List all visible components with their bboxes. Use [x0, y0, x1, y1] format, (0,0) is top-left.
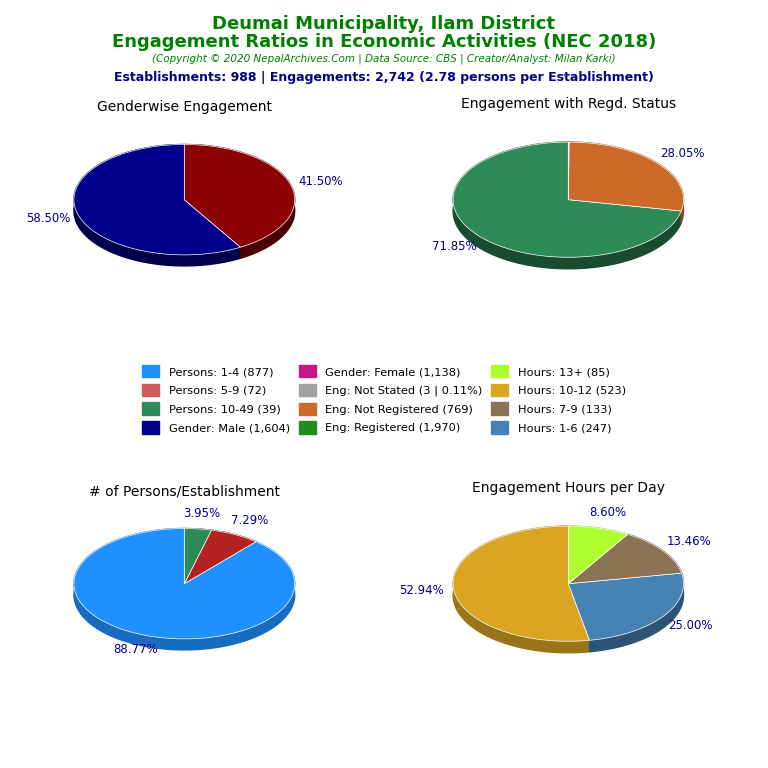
Polygon shape: [590, 573, 684, 652]
Polygon shape: [184, 528, 211, 584]
Polygon shape: [74, 144, 240, 255]
Legend: Persons: 1-4 (877), Persons: 5-9 (72), Persons: 10-49 (39), Gender: Male (1,604): Persons: 1-4 (877), Persons: 5-9 (72), P…: [142, 365, 626, 434]
Text: Engagement Ratios in Economic Activities (NEC 2018): Engagement Ratios in Economic Activities…: [112, 33, 656, 51]
Polygon shape: [74, 528, 295, 639]
Text: 8.60%: 8.60%: [589, 506, 626, 519]
Polygon shape: [74, 528, 295, 650]
Polygon shape: [74, 144, 240, 266]
Title: Engagement Hours per Day: Engagement Hours per Day: [472, 481, 665, 495]
Text: 41.50%: 41.50%: [298, 174, 343, 187]
Polygon shape: [568, 142, 684, 211]
Title: Engagement with Regd. Status: Engagement with Regd. Status: [461, 97, 676, 111]
Polygon shape: [184, 530, 256, 584]
Text: 28.05%: 28.05%: [660, 147, 705, 160]
Polygon shape: [453, 142, 681, 257]
Polygon shape: [184, 528, 211, 541]
Text: 58.50%: 58.50%: [26, 212, 70, 225]
Text: Establishments: 988 | Engagements: 2,742 (2.78 persons per Establishment): Establishments: 988 | Engagements: 2,742…: [114, 71, 654, 84]
Polygon shape: [627, 535, 681, 584]
Polygon shape: [568, 573, 684, 641]
Title: Genderwise Engagement: Genderwise Engagement: [97, 101, 272, 114]
Polygon shape: [568, 526, 627, 546]
Polygon shape: [184, 144, 295, 258]
Polygon shape: [211, 530, 256, 553]
Polygon shape: [184, 144, 295, 247]
Text: 3.95%: 3.95%: [184, 507, 220, 520]
Polygon shape: [568, 535, 681, 584]
Title: # of Persons/Establishment: # of Persons/Establishment: [89, 485, 280, 498]
Polygon shape: [453, 526, 590, 653]
Text: 25.00%: 25.00%: [667, 619, 712, 632]
Text: 71.85%: 71.85%: [432, 240, 477, 253]
Polygon shape: [453, 142, 681, 269]
Text: Deumai Municipality, Ilam District: Deumai Municipality, Ilam District: [213, 15, 555, 33]
Polygon shape: [568, 526, 627, 584]
Text: 88.77%: 88.77%: [113, 644, 157, 657]
Text: 7.29%: 7.29%: [230, 515, 268, 528]
Polygon shape: [453, 526, 590, 641]
Polygon shape: [569, 142, 684, 223]
Text: 52.94%: 52.94%: [399, 584, 444, 597]
Text: (Copyright © 2020 NepalArchives.Com | Data Source: CBS | Creator/Analyst: Milan : (Copyright © 2020 NepalArchives.Com | Da…: [152, 54, 616, 65]
Text: 13.46%: 13.46%: [667, 535, 712, 548]
